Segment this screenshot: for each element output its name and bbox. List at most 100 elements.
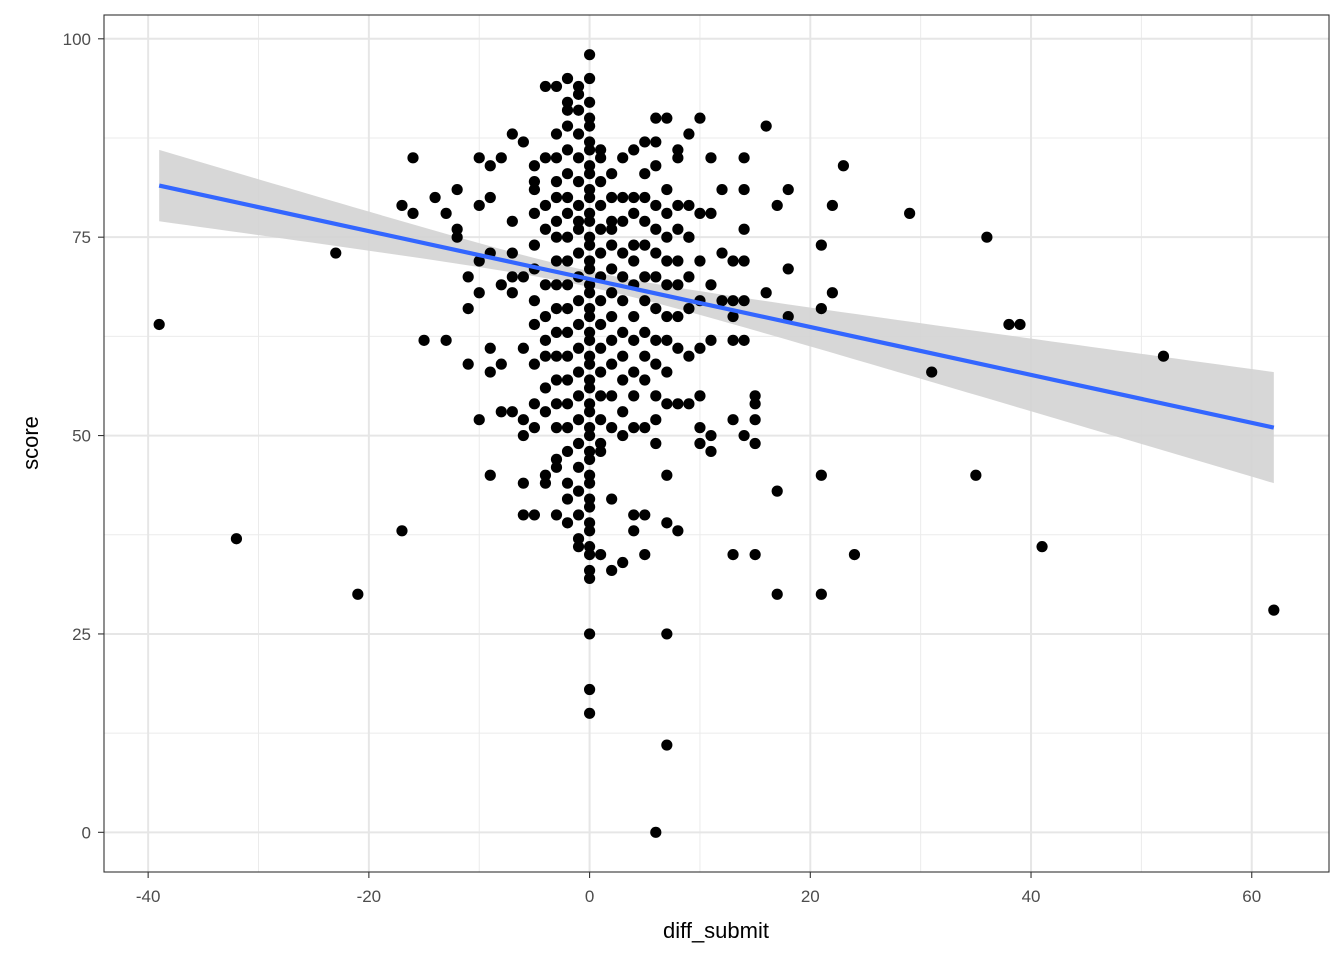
data-point	[683, 350, 695, 362]
data-point	[970, 469, 982, 481]
data-point	[583, 49, 596, 61]
data-point	[583, 572, 596, 585]
data-point	[572, 295, 585, 307]
data-point	[1014, 318, 1026, 331]
data-point	[561, 168, 574, 180]
data-point	[782, 183, 794, 196]
data-point	[826, 287, 838, 299]
data-point	[628, 422, 640, 434]
data-point	[506, 247, 518, 259]
data-point	[550, 326, 563, 339]
data-point	[661, 255, 673, 267]
data-point	[683, 199, 695, 212]
data-point	[705, 152, 717, 164]
data-point	[583, 263, 596, 275]
x-tick-label: 0	[585, 887, 594, 906]
data-point	[694, 422, 706, 434]
data-point	[650, 303, 662, 315]
data-point	[771, 199, 783, 212]
data-point	[506, 128, 518, 140]
data-point	[595, 199, 607, 212]
data-point	[583, 406, 596, 418]
data-point	[650, 334, 662, 346]
data-point	[650, 112, 662, 124]
x-tick-label: 20	[801, 887, 820, 906]
data-point	[473, 152, 485, 164]
y-axis-title: score	[18, 416, 43, 470]
x-tick-label: -40	[136, 887, 161, 906]
data-point	[528, 176, 541, 188]
data-point	[639, 215, 651, 227]
data-point	[550, 453, 563, 465]
data-point	[606, 564, 618, 577]
data-point	[595, 548, 607, 561]
data-point	[628, 310, 640, 323]
data-point	[517, 414, 529, 426]
data-point	[650, 437, 662, 450]
data-point	[1157, 350, 1170, 362]
data-point	[561, 144, 574, 156]
data-point	[484, 469, 496, 481]
x-axis-ticks: -40 -20 0 20 40 60	[136, 872, 1261, 906]
data-point	[561, 374, 574, 386]
data-point	[583, 517, 596, 529]
data-point	[639, 191, 651, 204]
data-point	[550, 176, 563, 188]
data-point	[561, 517, 574, 529]
data-point	[528, 239, 541, 251]
data-point	[617, 406, 629, 418]
data-point	[583, 326, 596, 339]
data-point	[694, 207, 706, 219]
data-point	[683, 303, 695, 315]
data-point	[572, 223, 585, 235]
data-point	[650, 390, 662, 402]
data-point	[639, 239, 651, 251]
data-point	[683, 128, 695, 140]
data-point	[672, 525, 684, 537]
data-point	[661, 398, 673, 410]
data-point	[595, 295, 607, 307]
confidence-band-group	[159, 149, 1274, 484]
data-point	[583, 453, 596, 465]
data-point	[561, 279, 574, 291]
data-point	[617, 429, 629, 442]
data-point	[539, 310, 552, 323]
data-point	[528, 318, 541, 331]
data-point	[738, 183, 750, 196]
regression-line-group	[158, 183, 1275, 430]
data-point	[650, 247, 662, 259]
data-point	[583, 183, 596, 196]
data-point	[606, 223, 618, 235]
data-point	[606, 239, 618, 251]
data-point	[661, 366, 673, 378]
data-point	[628, 334, 640, 346]
confidence-band	[159, 149, 1274, 484]
data-point	[650, 414, 662, 426]
data-point	[650, 826, 662, 838]
data-point	[738, 334, 750, 346]
data-point	[583, 350, 596, 362]
data-point	[595, 247, 607, 259]
data-point	[561, 422, 574, 434]
data-point	[583, 707, 596, 719]
data-point	[561, 350, 574, 362]
data-point	[617, 556, 629, 569]
data-point	[572, 199, 585, 212]
data-point	[639, 271, 651, 283]
data-point	[595, 437, 607, 450]
y-tick-label: 100	[63, 30, 91, 49]
data-point	[583, 628, 596, 640]
data-point	[583, 112, 596, 124]
data-point	[583, 564, 596, 577]
data-point	[672, 144, 684, 156]
data-point	[495, 358, 507, 370]
data-point	[683, 271, 695, 283]
data-point	[583, 207, 596, 219]
data-point	[650, 160, 662, 172]
data-point	[572, 366, 585, 378]
data-point	[550, 191, 563, 204]
data-point	[484, 191, 496, 204]
data-point	[583, 374, 596, 386]
data-point	[583, 96, 596, 108]
data-point	[826, 199, 838, 212]
